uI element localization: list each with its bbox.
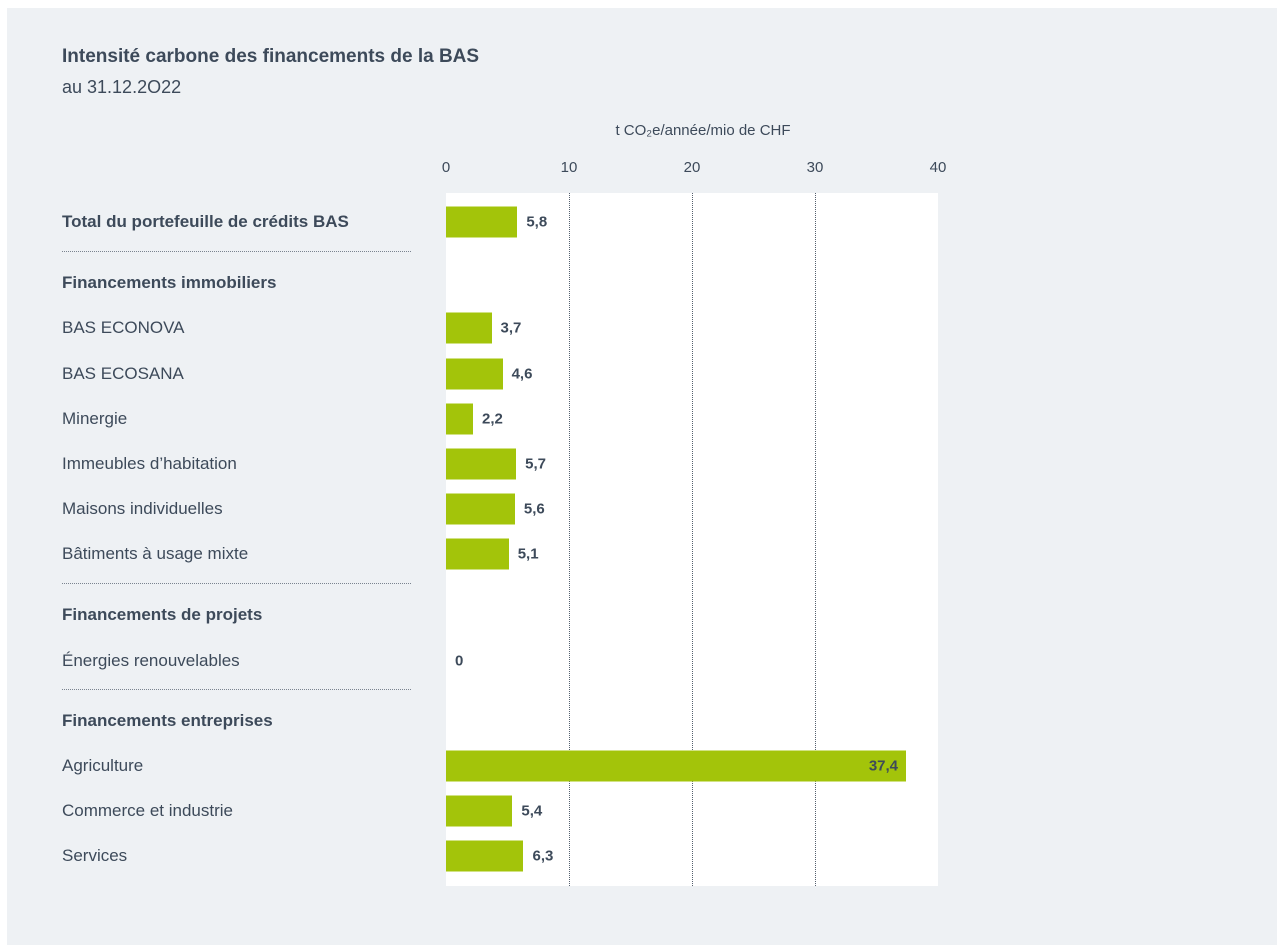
group-header: Financements entreprises: [62, 711, 273, 730]
bar: [446, 206, 518, 238]
x-tick-label: 30: [806, 159, 824, 176]
group-separator: [62, 689, 411, 690]
category-label: BAS ECOSANA: [62, 364, 184, 383]
data-label: 5,1: [517, 545, 539, 563]
data-label: 2,2: [482, 410, 503, 428]
data-label: 6,3: [532, 847, 554, 865]
category-label: Commerce et industrie: [62, 801, 234, 820]
x-tick-label: 40: [929, 159, 947, 176]
data-label: 0: [455, 652, 464, 670]
data-label: 5,6: [523, 500, 545, 518]
category-label: Énergies renouvelables: [62, 651, 240, 670]
x-tick-label: 20: [683, 159, 701, 176]
category-label: BAS ECONOVA: [62, 318, 185, 337]
bar: [446, 493, 515, 525]
chart-subtitle: au 31.12.2O22: [62, 77, 182, 97]
gridline: [569, 193, 570, 886]
category-label: Minergie: [62, 409, 128, 428]
category-label: Agriculture: [62, 756, 144, 775]
bar: [446, 795, 513, 827]
group-separator: [62, 583, 411, 584]
data-label: 5,8: [526, 213, 548, 231]
bar: [446, 358, 503, 390]
group-header: Financements de projets: [62, 605, 263, 624]
chart-title: Intensité carbone des financements de la…: [62, 46, 480, 67]
data-label: 4,6: [511, 365, 533, 383]
bar: [446, 403, 474, 435]
category-label: Maisons individuelles: [62, 499, 223, 518]
bar: [446, 750, 907, 782]
category-label: Immeubles d’habitation: [62, 454, 237, 473]
category-label: Services: [62, 846, 128, 865]
bar: [446, 840, 524, 872]
gridline: [815, 193, 816, 886]
category-label: Total du portefeuille de crédits BAS: [62, 212, 349, 231]
bar: [446, 538, 509, 570]
group-header: Financements immobiliers: [62, 273, 277, 292]
data-label: 3,7: [500, 319, 522, 337]
bar: [446, 312, 492, 344]
group-separator: [62, 251, 411, 252]
gridline: [692, 193, 693, 886]
x-tick-label: 10: [560, 159, 578, 176]
bar: [446, 448, 517, 480]
category-label: Bâtiments à usage mixte: [62, 544, 249, 563]
data-label: 37,4: [868, 757, 899, 775]
data-label: 5,7: [525, 455, 546, 473]
x-tick-label: 0: [441, 159, 451, 176]
axis-unit-label: t CO₂e/année/mio de CHF: [615, 122, 791, 139]
data-label: 5,4: [521, 802, 543, 820]
